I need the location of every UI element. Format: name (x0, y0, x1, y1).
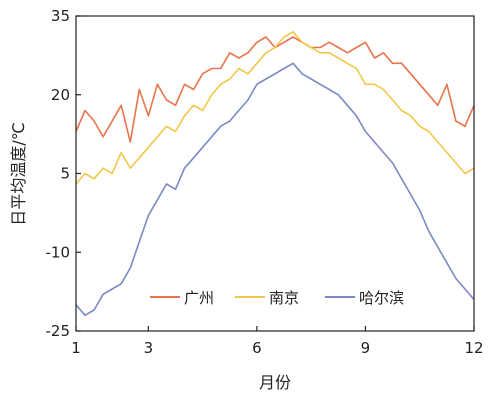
x-tick-label: 1 (71, 339, 81, 357)
x-axis-title: 月份 (259, 373, 291, 392)
legend-label-0: 广州 (184, 289, 214, 307)
x-tick-label: 9 (361, 339, 371, 357)
series-line-1 (76, 30, 474, 185)
series-line-2 (76, 62, 474, 317)
legend: 广州 南京 哈尔滨 (150, 289, 404, 307)
y-axis-title: 日平均温度/℃ (9, 122, 28, 225)
x-tick-label: 12 (464, 339, 483, 357)
legend-label-2: 哈尔滨 (359, 289, 404, 307)
plot-area (75, 15, 475, 332)
y-tick-label: -25 (46, 322, 71, 340)
y-tick-label: 35 (51, 7, 70, 25)
legend-label-1: 南京 (269, 289, 299, 307)
x-tick-label: 6 (252, 339, 262, 357)
y-tick-label: 20 (51, 86, 70, 104)
y-tick-label: 5 (60, 165, 70, 183)
y-axis-ticks: -25 -10 5 20 35 (46, 7, 81, 340)
y-tick-label: -10 (46, 243, 71, 261)
x-tick-label: 3 (144, 339, 154, 357)
series-line-0 (76, 36, 474, 143)
x-axis-ticks: 1 3 6 9 12 (71, 326, 484, 357)
series-layer (76, 30, 474, 317)
plot-frame (75, 15, 475, 332)
